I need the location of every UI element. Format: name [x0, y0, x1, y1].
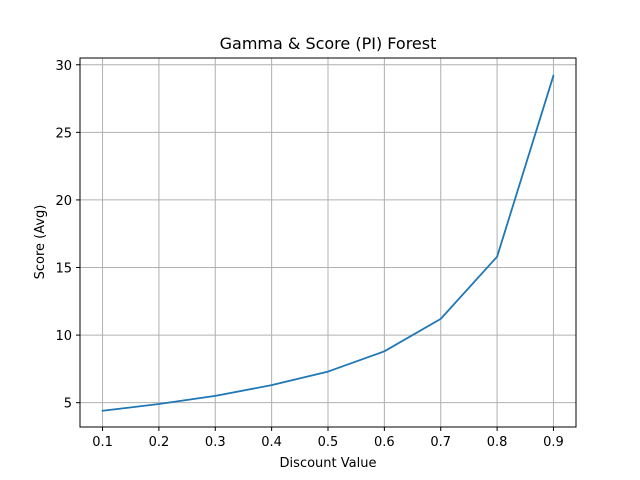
series-layer	[101, 74, 555, 412]
x-tick-label: 0.9	[543, 435, 564, 450]
y-tick-label: 25	[55, 126, 72, 141]
y-tick-label: 20	[55, 194, 72, 209]
x-tick-label: 0.3	[205, 435, 226, 450]
x-tick-label: 0.4	[261, 435, 282, 450]
y-axis-label: Score (Avg)	[33, 205, 48, 280]
y-tick-label: 15	[55, 262, 72, 277]
y-axis: 5 10 15 20 25 30	[55, 59, 80, 412]
x-tick-label: 0.7	[430, 435, 451, 450]
x-tick-label: 0.1	[92, 435, 113, 450]
x-axis-label: Discount Value	[280, 456, 377, 471]
x-axis: 0.1 0.2 0.3 0.4 0.5 0.6 0.7 0.8 0.9	[92, 427, 564, 450]
x-tick-label: 0.5	[318, 435, 339, 450]
y-tick-label: 5	[64, 397, 72, 412]
chart-title: Gamma & Score (PI) Forest	[220, 34, 437, 53]
x-tick-label: 0.8	[487, 435, 508, 450]
y-tick-label: 30	[55, 59, 72, 74]
x-tick-label: 0.6	[374, 435, 395, 450]
x-tick-label: 0.2	[149, 435, 170, 450]
y-tick-label: 10	[55, 329, 72, 344]
grid	[80, 58, 576, 427]
